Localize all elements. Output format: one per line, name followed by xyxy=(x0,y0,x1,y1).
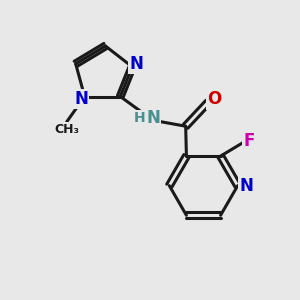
Text: H: H xyxy=(134,111,146,125)
Text: F: F xyxy=(244,132,255,150)
Text: N: N xyxy=(130,55,144,73)
Text: N: N xyxy=(240,177,254,195)
Text: N: N xyxy=(74,90,88,108)
Text: N: N xyxy=(146,109,160,127)
Text: CH₃: CH₃ xyxy=(54,123,79,136)
Text: O: O xyxy=(207,91,222,109)
